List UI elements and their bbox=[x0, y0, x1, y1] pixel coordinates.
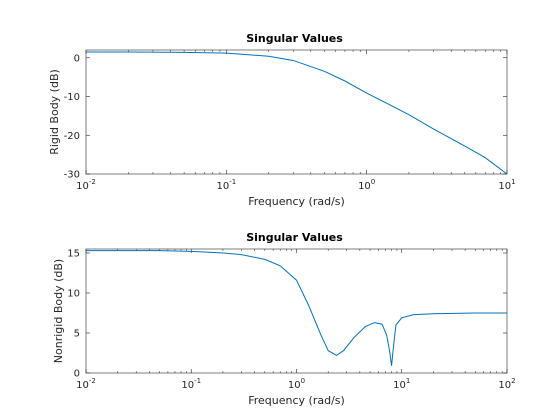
nonrigid-body-x-axis-label: Frequency (rad/s) bbox=[248, 394, 345, 407]
rigid-body-y-ticks: -30 -20 -10 0 bbox=[64, 53, 507, 181]
rigid-body-y-axis-label: Rigid Body (dB) bbox=[48, 69, 61, 155]
rigid-body-title: Singular Values bbox=[246, 32, 343, 45]
nonrigid-body-x-tick-label: 10-2 bbox=[76, 377, 96, 391]
nonrigid-body-y-axis-label: Nonrigid Body (dB) bbox=[52, 259, 65, 363]
rigid-body-x-tick-label: 10-1 bbox=[216, 178, 236, 192]
nonrigid-body-y-tick-label: 10 bbox=[67, 289, 80, 300]
rigid-body-y-tick-label: -10 bbox=[64, 92, 80, 103]
rigid-body-x-ticks: 10-2 10-1 100 101 bbox=[76, 50, 516, 192]
rigid-body-x-axis-label: Frequency (rad/s) bbox=[248, 195, 345, 208]
rigid-body-y-tick-label: -30 bbox=[64, 170, 80, 181]
rigid-body-plot-box bbox=[85, 49, 508, 175]
nonrigid-body-x-tick-label: 10-1 bbox=[181, 377, 201, 391]
nonrigid-body-x-tick-label: 102 bbox=[498, 377, 515, 391]
rigid-body-y-tick-label: -20 bbox=[64, 131, 80, 142]
nonrigid-body-y-ticks: 0 5 10 15 bbox=[67, 249, 507, 380]
nonrigid-body-axes: Singular Values 10-2 10-1 100 101 102 0 5 10 15… bbox=[52, 231, 516, 407]
nonrigid-body-x-tick-label: 100 bbox=[288, 377, 305, 391]
nonrigid-body-y-tick-label: 5 bbox=[74, 329, 80, 340]
nonrigid-body-plot-box bbox=[85, 248, 508, 374]
nonrigid-body-y-tick-label: 15 bbox=[67, 249, 80, 260]
nonrigid-body-x-tick-label: 101 bbox=[393, 377, 410, 391]
rigid-body-x-tick-label: 100 bbox=[358, 178, 375, 192]
nonrigid-body-y-tick-label: 0 bbox=[74, 369, 80, 380]
rigid-body-x-tick-label: 101 bbox=[498, 178, 515, 192]
rigid-body-axes: Singular Values 10-2 10-1 100 101 -30 -20 -10… bbox=[48, 32, 516, 208]
rigid-body-y-tick-label: 0 bbox=[74, 53, 80, 64]
nonrigid-body-title: Singular Values bbox=[246, 231, 343, 244]
nonrigid-body-series-line bbox=[86, 250, 507, 366]
rigid-body-series-line bbox=[86, 51, 508, 175]
rigid-body-x-tick-label: 10-2 bbox=[76, 178, 96, 192]
nonrigid-body-x-ticks: 10-2 10-1 100 101 102 bbox=[76, 249, 516, 391]
